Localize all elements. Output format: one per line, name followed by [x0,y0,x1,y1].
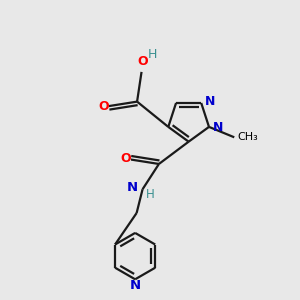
Text: N: N [127,181,138,194]
Text: O: O [98,100,109,112]
Text: H: H [146,188,154,201]
Text: CH₃: CH₃ [237,132,258,142]
Text: O: O [138,55,148,68]
Text: H: H [148,48,158,61]
Text: N: N [205,95,215,108]
Text: N: N [213,121,223,134]
Text: N: N [130,279,141,292]
Text: O: O [120,152,130,164]
